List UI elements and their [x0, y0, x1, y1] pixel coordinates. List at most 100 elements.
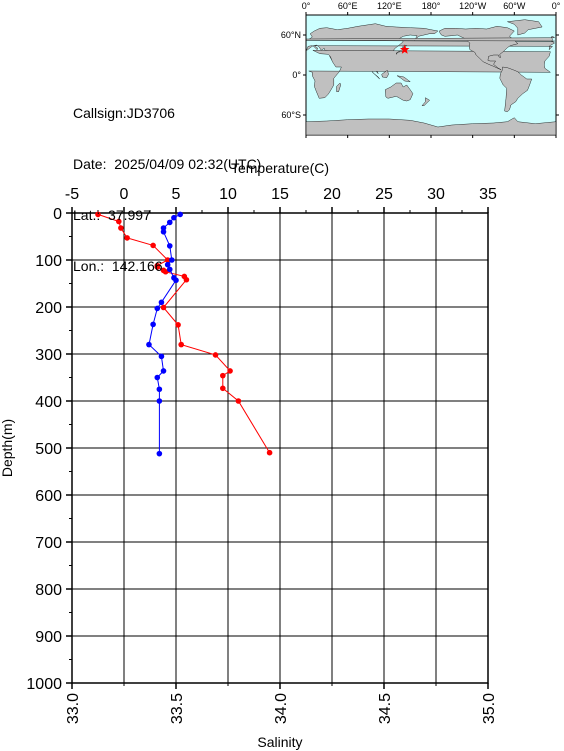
- salinity-point: [156, 450, 163, 457]
- callsign-line: Callsign:JD3706: [73, 105, 261, 121]
- depth-tick-label: 700: [35, 535, 62, 552]
- map-lat-label: 0°: [292, 70, 301, 80]
- depth-tick-label: 800: [35, 582, 62, 599]
- lon-line: Lon.: 142.166: [73, 258, 261, 274]
- temperature-point: [183, 276, 190, 283]
- temperature-tick-label: 15: [271, 186, 289, 203]
- salinity-point: [158, 299, 165, 306]
- depth-axis-title: Depth(m): [0, 419, 15, 477]
- land-japan: [146, 45, 156, 54]
- lon-value: 142.166: [111, 258, 163, 274]
- map-graticule: [303, 12, 559, 138]
- lat-label: Lat.:: [73, 207, 101, 223]
- lat-value: 37.997: [108, 207, 151, 223]
- station-marker: [400, 44, 410, 54]
- callsign-label: Callsign:: [73, 105, 127, 121]
- map-land: [56, 19, 564, 135]
- temperature-point: [162, 268, 169, 275]
- temperature-tick-label: 20: [323, 186, 341, 203]
- depth-tick-label: 100: [35, 253, 62, 270]
- salinity-point: [166, 243, 173, 249]
- land-eurasia: [555, 40, 556, 51]
- map-labels: 0° 60°E 120°E 180° 120°W 60°W 0° 60°N 0° 60°S: [281, 1, 561, 120]
- temperature-point: [220, 385, 226, 392]
- map-lon-label: 180°: [422, 1, 441, 11]
- salinity-point: [156, 398, 163, 404]
- temperature-point: [212, 352, 219, 358]
- temperature-point: [118, 225, 124, 231]
- depth-tick-label: 400: [35, 394, 62, 411]
- temperature-tick-label: 35: [479, 186, 497, 203]
- temperature-point: [164, 257, 171, 263]
- temperature-point: [235, 398, 242, 404]
- temperature-tick-label: 10: [219, 186, 237, 203]
- salinity-point: [177, 211, 183, 218]
- land-uk: [56, 36, 305, 41]
- series-layer: [95, 211, 273, 457]
- temperature-tick-label: 0: [120, 186, 129, 203]
- salinity-point: [150, 321, 156, 328]
- land-australia: [384, 82, 414, 102]
- temperature-point: [116, 218, 122, 225]
- map-lon-label: 0°: [302, 1, 311, 11]
- salinity-point: [173, 277, 179, 284]
- date-label: Date:: [73, 156, 107, 172]
- map-lon-label: 60°W: [503, 1, 526, 11]
- land-antarctica: [555, 121, 556, 135]
- salinity-point: [171, 214, 177, 221]
- land-eurasia: [56, 24, 305, 74]
- land-madagascar: [336, 82, 341, 92]
- station-info: Callsign:JD3706 Date: 2025/04/09 02:32(U…: [73, 73, 261, 290]
- temperature-tick-label: 5: [172, 186, 181, 203]
- land-antarctica: [306, 117, 556, 135]
- land-sumatra: [371, 71, 380, 80]
- temperature-tick-label: 30: [427, 186, 445, 203]
- chart-grid: [72, 213, 488, 683]
- map-lat-label: 60°N: [281, 30, 301, 40]
- station-marker-star: [400, 44, 410, 54]
- depth-tick-label: 600: [35, 488, 62, 505]
- salinity-point: [160, 229, 167, 235]
- land-greenland: [507, 19, 543, 36]
- salinity-tick-label: 34.0: [273, 693, 290, 724]
- lon-label: Lon.:: [73, 258, 105, 274]
- salinity-point: [169, 257, 175, 263]
- salinity-point: [156, 386, 163, 393]
- salinity-tick-label: 33.5: [169, 693, 186, 724]
- temperature-tick-label: 25: [375, 186, 393, 203]
- temperature-point: [124, 235, 130, 241]
- temperature-point: [266, 449, 273, 456]
- depth-tick-label: 900: [35, 629, 62, 646]
- temperature-point: [95, 211, 101, 218]
- map-lat-label: 60°S: [281, 110, 301, 120]
- land-uk: [306, 36, 556, 42]
- salinity-point: [158, 353, 165, 360]
- land-uk: [555, 38, 556, 40]
- temperature-axis-title: Temperature(C): [231, 160, 329, 176]
- salinity-tick-label: 33.0: [65, 693, 82, 724]
- temperature-point: [154, 264, 161, 270]
- land-japan: [396, 44, 408, 55]
- temperature-point: [175, 322, 181, 328]
- date-value: 2025/04/09 02:32(UTC): [114, 156, 262, 172]
- salinity-point: [154, 374, 161, 381]
- salinity-point: [146, 341, 152, 348]
- land-south-america: [499, 66, 532, 112]
- map-lon-label: 0°: [552, 1, 561, 11]
- salinity-point: [164, 261, 171, 268]
- salinity-point: [166, 219, 173, 226]
- land-north-america: [439, 26, 519, 70]
- land-north-america: [189, 26, 267, 69]
- callsign-value: JD3706: [126, 105, 175, 121]
- land-borneo: [381, 69, 389, 78]
- temperature-point: [220, 372, 226, 379]
- temperature-point: [227, 368, 233, 374]
- salinity-tick-label: 35.0: [481, 693, 498, 724]
- temperature-tick-label: -5: [65, 186, 79, 203]
- depth-tick-label: 300: [35, 347, 62, 364]
- salinity-tick-label: 34.5: [377, 693, 394, 724]
- land-africa: [559, 50, 564, 98]
- depth-tick-label: 0: [53, 206, 62, 223]
